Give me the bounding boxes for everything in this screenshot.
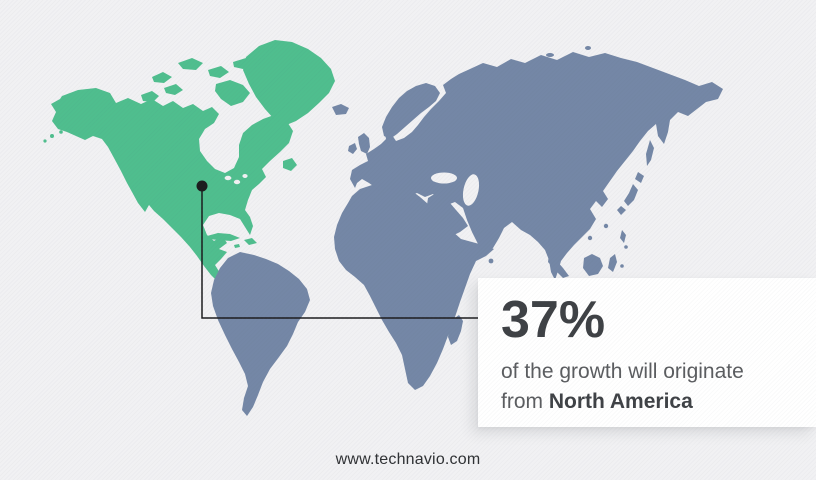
ireland: [348, 143, 357, 154]
arctic-islands: [141, 58, 252, 106]
indonesia: [548, 254, 617, 289]
italy: [387, 170, 406, 200]
regions-other-land: [211, 46, 723, 416]
region-eurasia: [350, 52, 723, 280]
caribbean-islands: [207, 233, 257, 248]
great-lakes: [224, 174, 248, 185]
black-sea: [431, 172, 457, 184]
connector-line: [201, 187, 478, 319]
arabian-peninsula: [427, 193, 468, 236]
stat-description: of the growth will originate from North …: [501, 357, 806, 417]
stat-value: 37%: [501, 291, 606, 349]
north-america-mainland: [51, 88, 293, 283]
iceland: [332, 104, 349, 115]
inland-seas: [431, 172, 480, 206]
greece: [409, 176, 424, 195]
japan: [617, 172, 644, 215]
location-marker-dot: [196, 180, 208, 192]
stat-card: 37% of the growth will originate from No…: [478, 278, 816, 427]
great-britain: [358, 133, 370, 154]
stat-line1: of the growth will originate: [501, 360, 744, 383]
newfoundland: [283, 158, 297, 171]
region-north-america: [43, 40, 335, 283]
footer-url: www.technavio.com: [335, 451, 481, 468]
stat-region-name: North America: [548, 390, 693, 413]
denmark: [386, 136, 393, 147]
scandinavia: [382, 83, 440, 139]
region-south-america: [211, 252, 310, 416]
novaya-zemlya: [462, 68, 501, 95]
sakhalin: [646, 140, 654, 166]
greenland: [243, 40, 335, 126]
caspian-sea: [462, 174, 480, 206]
madagascar: [448, 315, 463, 345]
philippines: [620, 230, 626, 243]
stat-line2-prefix: from: [501, 390, 549, 413]
